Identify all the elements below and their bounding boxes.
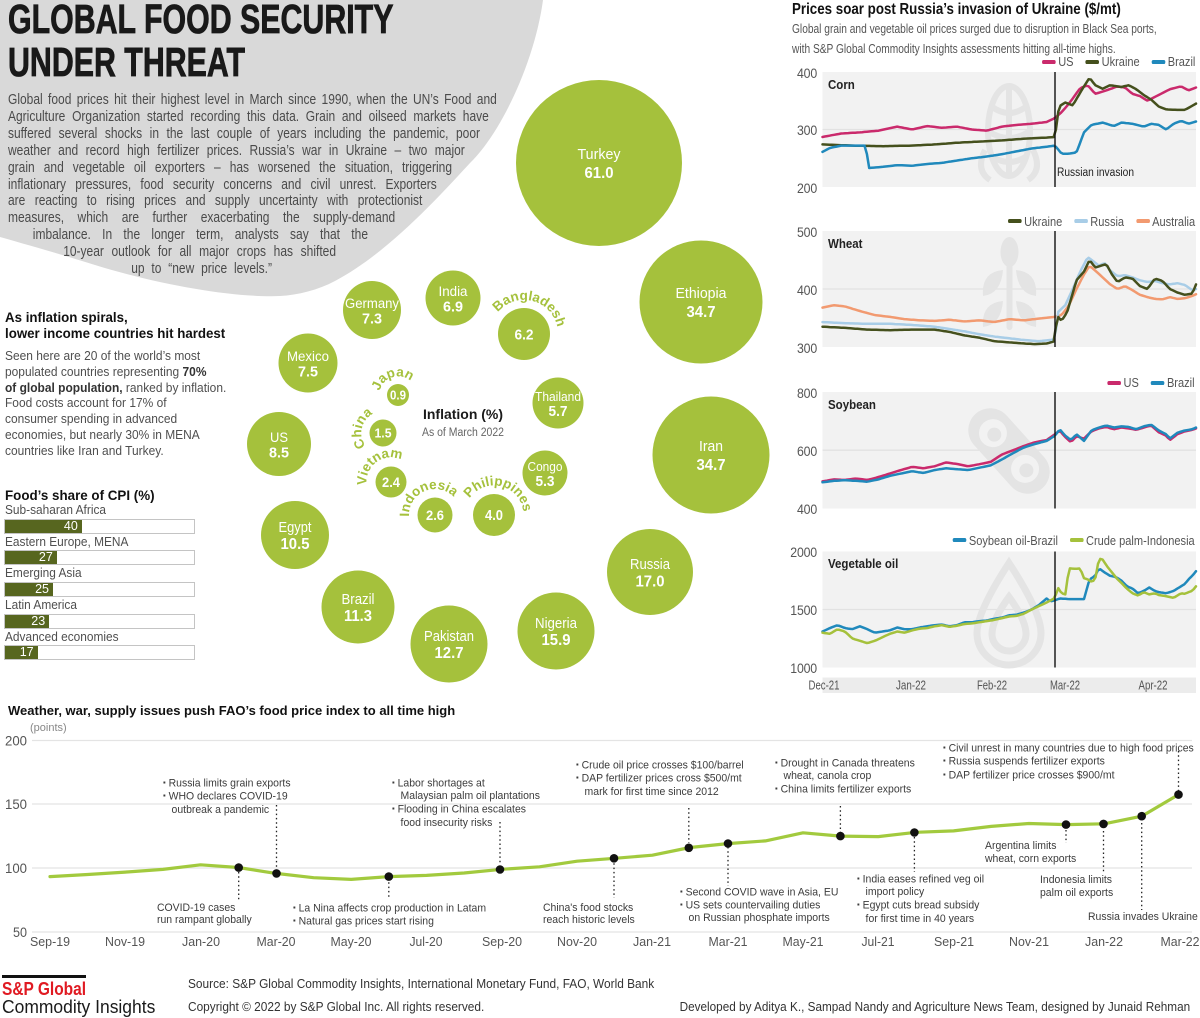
svg-text:Sep-20: Sep-20 — [482, 934, 522, 949]
svg-text:34.7: 34.7 — [687, 304, 716, 321]
svg-text:Nov-21: Nov-21 — [1009, 934, 1049, 949]
svg-text:Nigeria: Nigeria — [535, 616, 578, 632]
svg-text:Iran: Iran — [699, 438, 723, 455]
svg-text:11.3: 11.3 — [344, 608, 372, 625]
svg-text:61.0: 61.0 — [585, 165, 614, 182]
svg-text:2.6: 2.6 — [426, 507, 444, 523]
svg-text:8.5: 8.5 — [269, 445, 289, 462]
svg-text:200: 200 — [5, 733, 27, 749]
svg-text:150: 150 — [5, 796, 27, 812]
svg-text:7.3: 7.3 — [362, 311, 382, 328]
svg-text:Thailand: Thailand — [535, 389, 581, 404]
svg-text:Congo: Congo — [528, 459, 563, 474]
svg-text:Jan-21: Jan-21 — [633, 934, 671, 949]
svg-text:4.0: 4.0 — [485, 508, 503, 524]
svg-text:Mar-20: Mar-20 — [257, 934, 296, 949]
svg-text:15.9: 15.9 — [542, 632, 571, 649]
svg-text:Turkey: Turkey — [578, 146, 621, 163]
svg-text:5.7: 5.7 — [549, 404, 568, 420]
svg-text:34.7: 34.7 — [697, 457, 726, 474]
svg-text:Jul-20: Jul-20 — [410, 934, 443, 949]
svg-text:Jan-20: Jan-20 — [182, 934, 220, 949]
svg-text:May-21: May-21 — [783, 934, 824, 949]
svg-text:As of March 2022: As of March 2022 — [422, 427, 504, 439]
svg-text:10.5: 10.5 — [281, 536, 310, 553]
svg-text:Mar-21: Mar-21 — [709, 934, 748, 949]
svg-text:Egypt: Egypt — [279, 520, 312, 536]
svg-text:Sep-21: Sep-21 — [934, 934, 974, 949]
svg-text:Sep-19: Sep-19 — [30, 934, 70, 949]
svg-text:India: India — [439, 284, 468, 299]
svg-text:Nov-19: Nov-19 — [105, 934, 145, 949]
svg-text:6.9: 6.9 — [443, 299, 463, 316]
svg-text:100: 100 — [5, 860, 27, 876]
svg-text:7.5: 7.5 — [298, 364, 318, 381]
svg-text:Mar-22: Mar-22 — [1161, 934, 1200, 949]
svg-text:Jan-22: Jan-22 — [1085, 934, 1123, 949]
svg-text:Mexico: Mexico — [287, 349, 329, 364]
svg-text:Russia: Russia — [630, 557, 671, 573]
svg-text:12.7: 12.7 — [435, 645, 464, 662]
svg-text:2.4: 2.4 — [382, 475, 400, 490]
svg-text:0.9: 0.9 — [390, 389, 406, 403]
svg-text:Dec-21: Dec-21 — [809, 679, 840, 693]
svg-text:17.0: 17.0 — [636, 574, 665, 591]
svg-text:Pakistan: Pakistan — [424, 629, 474, 645]
svg-text:1.5: 1.5 — [375, 426, 392, 441]
svg-text:6.2: 6.2 — [515, 326, 534, 343]
svg-text:50: 50 — [13, 924, 27, 940]
svg-text:Russian invasion: Russian invasion — [1057, 167, 1134, 179]
svg-text:5.3: 5.3 — [536, 474, 555, 490]
svg-text:Apr-22: Apr-22 — [1139, 679, 1168, 693]
svg-text:Inflation (%): Inflation (%) — [423, 406, 503, 422]
svg-text:Feb-22: Feb-22 — [977, 679, 1007, 693]
svg-text:Ethiopia: Ethiopia — [676, 285, 728, 302]
svg-text:Germany: Germany — [345, 296, 399, 311]
svg-text:US: US — [270, 430, 288, 445]
svg-text:Nov-20: Nov-20 — [557, 934, 597, 949]
svg-text:Jan-22: Jan-22 — [896, 679, 926, 693]
svg-text:Jul-21: Jul-21 — [862, 934, 895, 949]
svg-text:Mar-22: Mar-22 — [1050, 679, 1080, 693]
svg-text:May-20: May-20 — [331, 934, 372, 949]
svg-text:Brazil: Brazil — [342, 592, 375, 608]
